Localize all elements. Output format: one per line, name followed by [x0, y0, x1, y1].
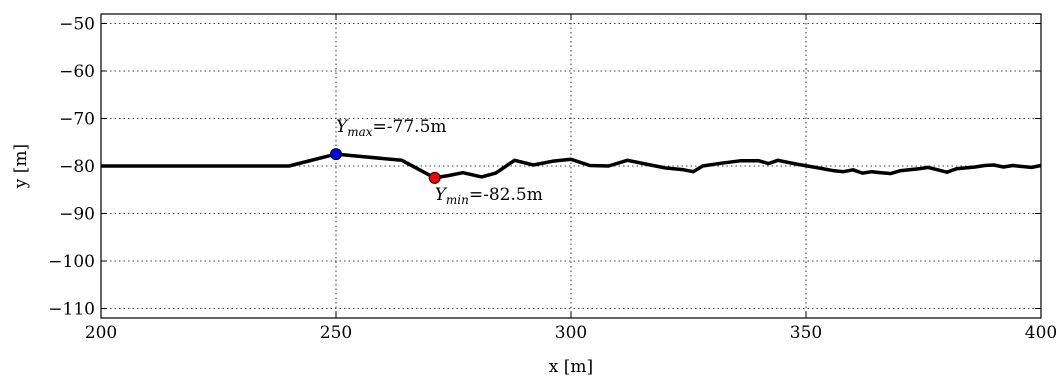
series-layer [101, 152, 1042, 180]
y-tick-label: −80 [59, 157, 95, 177]
series-line-0 [101, 152, 1042, 180]
annotation-min-value: =-82.5m [469, 185, 543, 205]
y-tick-label: −100 [48, 252, 95, 272]
y-axis-label: y [m] [11, 144, 31, 189]
annotation-max-subscript: max [347, 125, 373, 139]
y-tick-label: −50 [59, 15, 95, 35]
min-point [428, 171, 441, 184]
annotation-max-symbol: Y [336, 117, 349, 137]
annotation-max: Ymax=-77.5m [336, 117, 447, 139]
y-tick-label: −60 [59, 62, 95, 82]
y-tick-label: −70 [59, 110, 95, 130]
y-tick-label: −110 [48, 300, 95, 320]
annotation-layer: Ymax=-77.5m Ymin=-82.5m [336, 117, 543, 207]
x-tick-label: 300 [555, 323, 587, 343]
annotation-min: Ymin=-82.5m [435, 185, 543, 207]
marker-layer [330, 148, 441, 184]
annotation-max-value: =-77.5m [373, 117, 447, 137]
x-tick-label: 350 [790, 323, 822, 343]
x-axis-label: x [m] [549, 357, 593, 376]
x-tick-label: 250 [320, 323, 352, 343]
x-tick-label: 200 [85, 323, 117, 343]
max-point [330, 148, 342, 161]
annotation-min-subscript: min [446, 193, 469, 207]
plot-frame [100, 13, 1042, 319]
y-tick-label: −90 [59, 205, 95, 225]
x-tick-label: 400 [1025, 323, 1057, 343]
grid-layer [101, 14, 1041, 318]
tick-layer: 200 250 300 350 400 −50 −60 −70 −80 −90 −100 −110 [48, 14, 1057, 343]
annotation-min-symbol: Y [435, 185, 448, 205]
